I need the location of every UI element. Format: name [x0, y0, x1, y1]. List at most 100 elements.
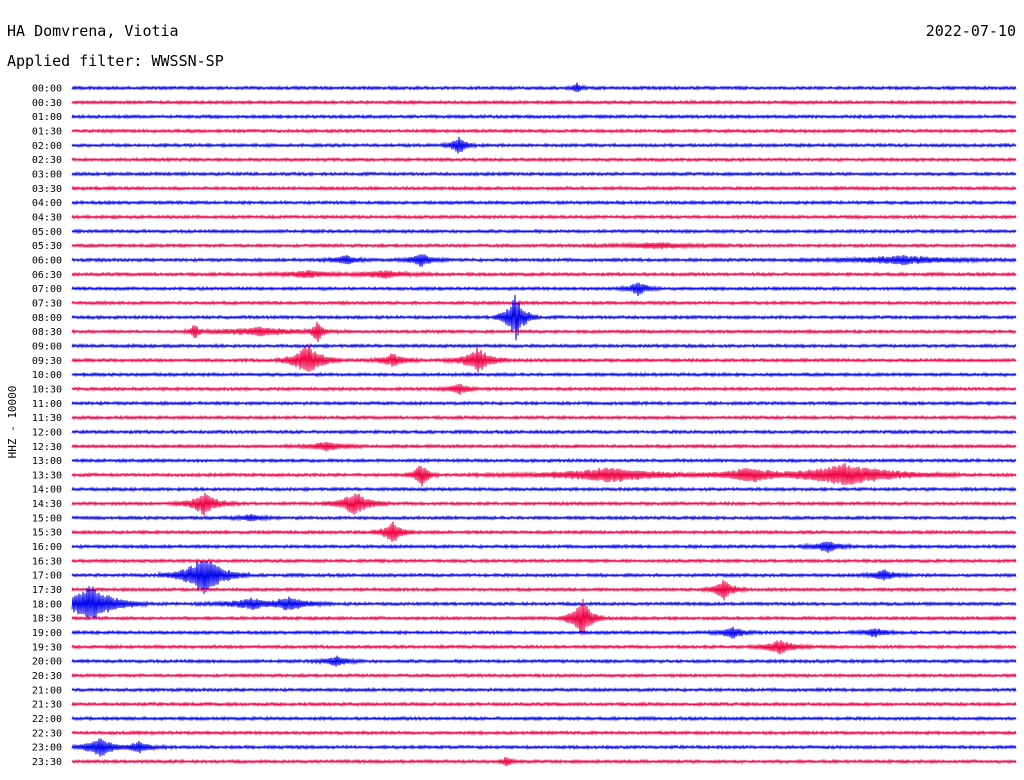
row-time-label: 17:30: [32, 585, 62, 596]
row-time-label: 20:00: [32, 657, 62, 668]
seismic-trace: [71, 127, 1017, 134]
seismic-trace: [71, 254, 1017, 267]
row-time-label: 08:30: [32, 327, 62, 338]
seismic-trace: [71, 463, 1017, 487]
row-time-label: 13:00: [32, 456, 62, 467]
seismic-trace: [71, 561, 1017, 594]
row-time-label: 16:30: [32, 556, 62, 567]
seismic-trace: [71, 321, 1017, 342]
seismic-trace: [71, 269, 1017, 279]
row-time-label: 02:30: [32, 155, 62, 166]
row-time-label: 03:30: [32, 184, 62, 195]
date-label: 2022-07-10: [926, 22, 1016, 40]
seismic-trace: [71, 686, 1017, 693]
row-time-label: 23:30: [32, 757, 62, 768]
seismic-trace: [71, 383, 1017, 395]
seismic-trace: [71, 715, 1017, 722]
seismic-trace: [71, 299, 1017, 306]
seismic-trace: [71, 294, 1017, 341]
seismic-trace: [71, 136, 1017, 154]
seismic-trace: [71, 598, 1017, 636]
seismic-trace: [71, 457, 1017, 464]
row-time-label: 09:00: [32, 341, 62, 352]
seismic-trace: [71, 640, 1017, 655]
seismic-trace: [71, 701, 1017, 708]
y-axis-label: HHZ - 10000: [6, 386, 19, 459]
row-time-label: 19:30: [32, 642, 62, 653]
row-time-label: 11:00: [32, 399, 62, 410]
seismic-trace: [71, 756, 1017, 767]
seismic-trace: [71, 486, 1017, 493]
seismic-trace: [71, 557, 1017, 564]
row-time-label: 22:30: [32, 728, 62, 739]
row-time-label: 19:00: [32, 628, 62, 639]
row-time-label: 15:30: [32, 528, 62, 539]
seismic-trace: [71, 492, 1017, 516]
row-time-label: 05:00: [32, 227, 62, 238]
row-time-label: 18:30: [32, 614, 62, 625]
row-time-label: 10:00: [32, 370, 62, 381]
seismic-trace: [71, 213, 1017, 221]
seismic-trace: [71, 343, 1017, 373]
row-time-label: 13:30: [32, 470, 62, 481]
row-time-label: 03:00: [32, 169, 62, 180]
row-time-label: 02:00: [32, 141, 62, 152]
seismic-trace: [71, 156, 1017, 163]
row-time-label: 15:00: [32, 513, 62, 524]
row-time-label: 21:30: [32, 700, 62, 711]
row-time-label: 06:00: [32, 255, 62, 266]
seismic-trace: [71, 400, 1017, 407]
row-time-label: 09:30: [32, 356, 62, 367]
seismic-trace: [71, 282, 1017, 297]
row-time-label: 11:30: [32, 413, 62, 424]
seismic-trace: [71, 586, 1017, 620]
row-time-label: 20:30: [32, 671, 62, 682]
seismic-trace: [71, 729, 1017, 736]
seismic-trace: [71, 414, 1017, 421]
row-time-label: 21:00: [32, 685, 62, 696]
row-time-label: 16:00: [32, 542, 62, 553]
seismic-trace: [71, 185, 1017, 192]
seismic-trace: [71, 626, 1017, 639]
row-time-label: 07:00: [32, 284, 62, 295]
row-time-label: 08:00: [32, 313, 62, 324]
trace-rows: 00:00 00:30 01:00 01:30 02:00 02:30 03:00 03:30…: [32, 82, 1017, 768]
station-title: HA Domvrena, Viotia: [7, 22, 179, 40]
row-time-label: 14:00: [32, 485, 62, 496]
seismic-trace: [71, 579, 1017, 601]
row-time-label: 00:00: [32, 84, 62, 95]
seismic-trace: [71, 672, 1017, 679]
seismic-trace: [71, 371, 1017, 378]
seismic-trace: [71, 241, 1017, 250]
row-time-label: 04:00: [32, 198, 62, 209]
row-time-label: 18:00: [32, 599, 62, 610]
seismic-trace: [71, 199, 1017, 206]
seismic-trace: [71, 342, 1017, 349]
row-time-label: 04:30: [32, 212, 62, 223]
seismic-trace: [71, 82, 1017, 93]
row-time-label: 01:00: [32, 112, 62, 123]
seismic-trace: [71, 738, 1017, 757]
row-time-label: 01:30: [32, 126, 62, 137]
row-time-label: 10:30: [32, 384, 62, 395]
seismic-trace: [71, 228, 1017, 235]
seismic-trace: [71, 513, 1017, 522]
seismic-trace: [71, 521, 1017, 543]
row-time-label: 00:30: [32, 98, 62, 109]
row-time-label: 23:00: [32, 743, 62, 754]
row-time-label: 12:30: [32, 442, 62, 453]
row-time-label: 06:30: [32, 270, 62, 281]
row-time-label: 05:30: [32, 241, 62, 252]
filter-label: Applied filter: WWSSN-SP: [7, 52, 224, 70]
seismic-trace: [71, 170, 1017, 178]
seismic-trace: [71, 541, 1017, 553]
row-time-label: 07:30: [32, 298, 62, 309]
seismic-trace: [71, 113, 1017, 120]
row-time-label: 12:00: [32, 427, 62, 438]
row-time-label: 17:00: [32, 571, 62, 582]
row-time-label: 14:30: [32, 499, 62, 510]
seismic-trace: [71, 655, 1017, 667]
row-time-label: 22:00: [32, 714, 62, 725]
seismic-trace: [71, 99, 1017, 106]
